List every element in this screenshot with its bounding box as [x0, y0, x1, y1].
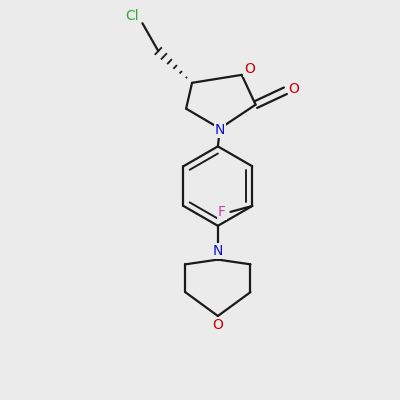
Text: O: O	[289, 82, 300, 96]
Text: F: F	[218, 205, 226, 219]
Text: O: O	[212, 318, 223, 332]
Text: Cl: Cl	[126, 9, 139, 23]
Text: O: O	[244, 62, 255, 76]
Text: N: N	[215, 123, 225, 137]
Text: N: N	[213, 244, 223, 258]
